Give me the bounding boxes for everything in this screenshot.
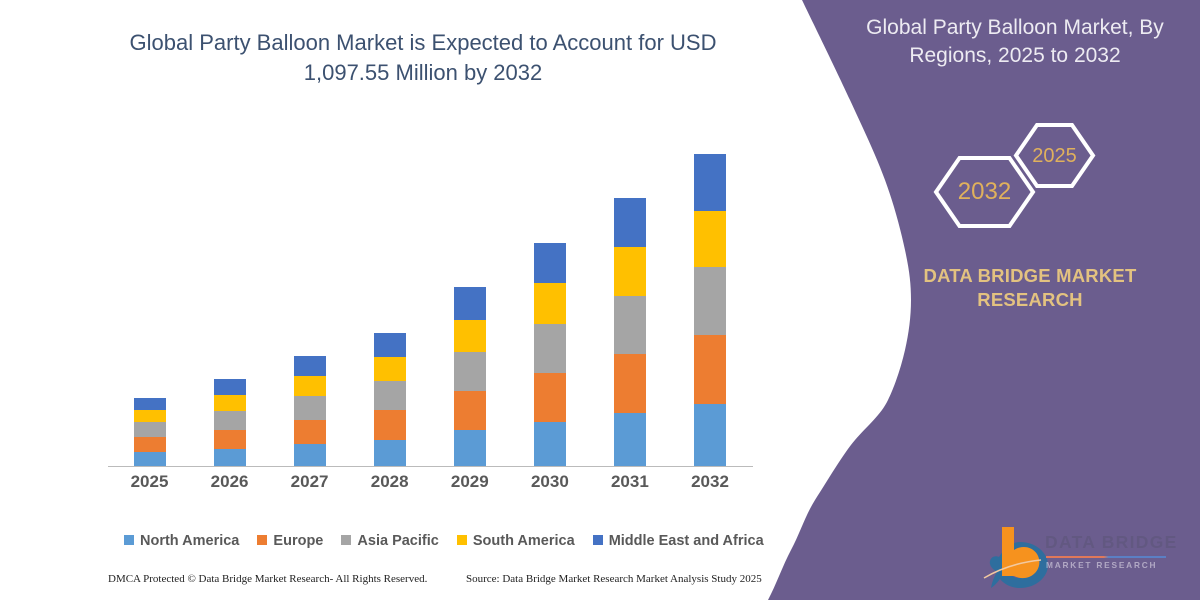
svg-text:2032: 2032 (958, 178, 1011, 205)
svg-text:2025: 2025 (1032, 145, 1077, 167)
